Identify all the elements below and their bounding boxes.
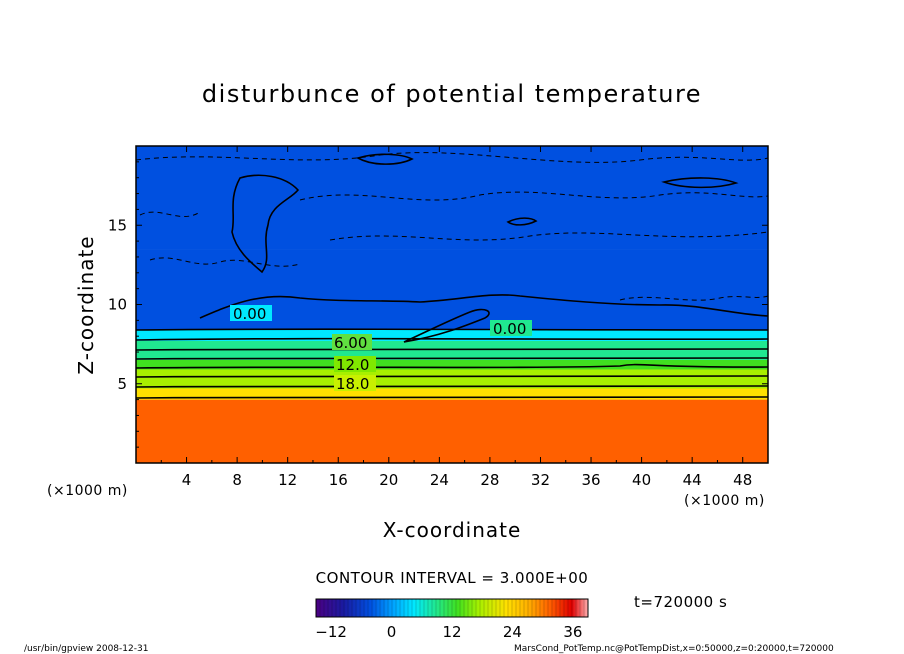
x-unit-right: (×1000 m) <box>684 493 765 509</box>
colorbar-tick-label: 0 <box>387 623 397 641</box>
contour-label: 0.00 <box>493 320 526 338</box>
colorbar-tick-label: 24 <box>503 623 522 641</box>
contour-dashed <box>136 152 768 163</box>
chart-title: disturbunce of potential temperature <box>202 80 702 108</box>
colorbar-stripes <box>319 599 585 617</box>
contour-zero <box>661 177 739 189</box>
contour-solid <box>136 375 768 378</box>
y-tick-label: 10 <box>108 296 127 314</box>
contour-dashed <box>139 211 201 217</box>
x-tick-label: 36 <box>581 471 600 489</box>
heatmap-band <box>136 388 768 400</box>
contour-solid <box>136 396 768 399</box>
contour-zero <box>136 328 768 331</box>
x-tick-label: 40 <box>632 471 651 489</box>
time-label: t=720000 s <box>634 593 727 611</box>
heatmap-band <box>136 329 768 341</box>
heatmap-band <box>136 378 768 389</box>
x-tick-label: 28 <box>480 471 499 489</box>
x-tick-label: 24 <box>430 471 449 489</box>
contour-label: 6.00 <box>334 334 367 352</box>
contour-dashed <box>149 257 301 267</box>
heatmap-band <box>136 369 768 379</box>
colorbar-tick-label: 12 <box>442 623 461 641</box>
x-tick-label: 44 <box>683 471 702 489</box>
y-axis-label: Z-coordinate <box>74 235 98 374</box>
y-tick-label: 5 <box>117 375 127 393</box>
x-tick-label: 20 <box>379 471 398 489</box>
y-axis-ticks: 5 10 15 <box>108 161 768 448</box>
x-unit-left: (×1000 m) <box>47 483 128 499</box>
contour-zero <box>199 294 768 319</box>
contour-solid <box>136 337 768 341</box>
contour-interval: CONTOUR INTERVAL = 3.000E+00 <box>316 569 589 587</box>
heatmap-band <box>136 359 768 370</box>
contour-solid <box>136 385 768 388</box>
x-tick-label: 12 <box>278 471 297 489</box>
contour-solid <box>136 357 768 360</box>
contour-label: 0.00 <box>233 305 266 323</box>
x-tick-label: 4 <box>182 471 192 489</box>
contour-zero <box>403 308 490 343</box>
footer-source: MarsCond_PotTemp.nc@PotTempDist,x=0:5000… <box>514 644 834 654</box>
x-axis-label: X-coordinate <box>383 518 522 542</box>
heatmap-band <box>136 399 768 463</box>
heatmap-band <box>136 350 768 360</box>
x-tick-label: 48 <box>733 471 752 489</box>
contour-zero <box>506 217 538 226</box>
contour-dashed <box>299 191 768 201</box>
x-axis-ticks: 4 8 12 16 20 24 28 32 36 40 44 48 <box>160 146 752 489</box>
contour-label: 18.0 <box>336 375 369 393</box>
x-tick-label: 16 <box>329 471 348 489</box>
y-tick-label: 15 <box>108 216 127 234</box>
contour-label-group: 0.00 6.00 12.0 18.0 0.00 <box>230 305 532 393</box>
colorbar-tick-label: −12 <box>315 623 347 641</box>
footer-program: /usr/bin/gpview 2008-12-31 <box>24 644 148 654</box>
heatmap-band <box>136 146 768 250</box>
colorbar-tick-label: 36 <box>563 623 582 641</box>
contour-zero <box>355 153 414 165</box>
colorbar-ticks: −12 0 12 24 36 <box>315 623 582 641</box>
contour-label: 12.0 <box>336 356 369 374</box>
x-tick-label: 32 <box>531 471 550 489</box>
contour-solid <box>136 348 768 351</box>
contour-dashed <box>329 231 768 241</box>
x-tick-label: 8 <box>232 471 242 489</box>
heatmap-layers <box>136 146 768 463</box>
contour-solid <box>136 363 768 369</box>
contour-lines <box>136 152 768 399</box>
contour-zero <box>231 174 300 274</box>
colorbar <box>315 598 589 618</box>
heatmap-band <box>136 340 768 351</box>
